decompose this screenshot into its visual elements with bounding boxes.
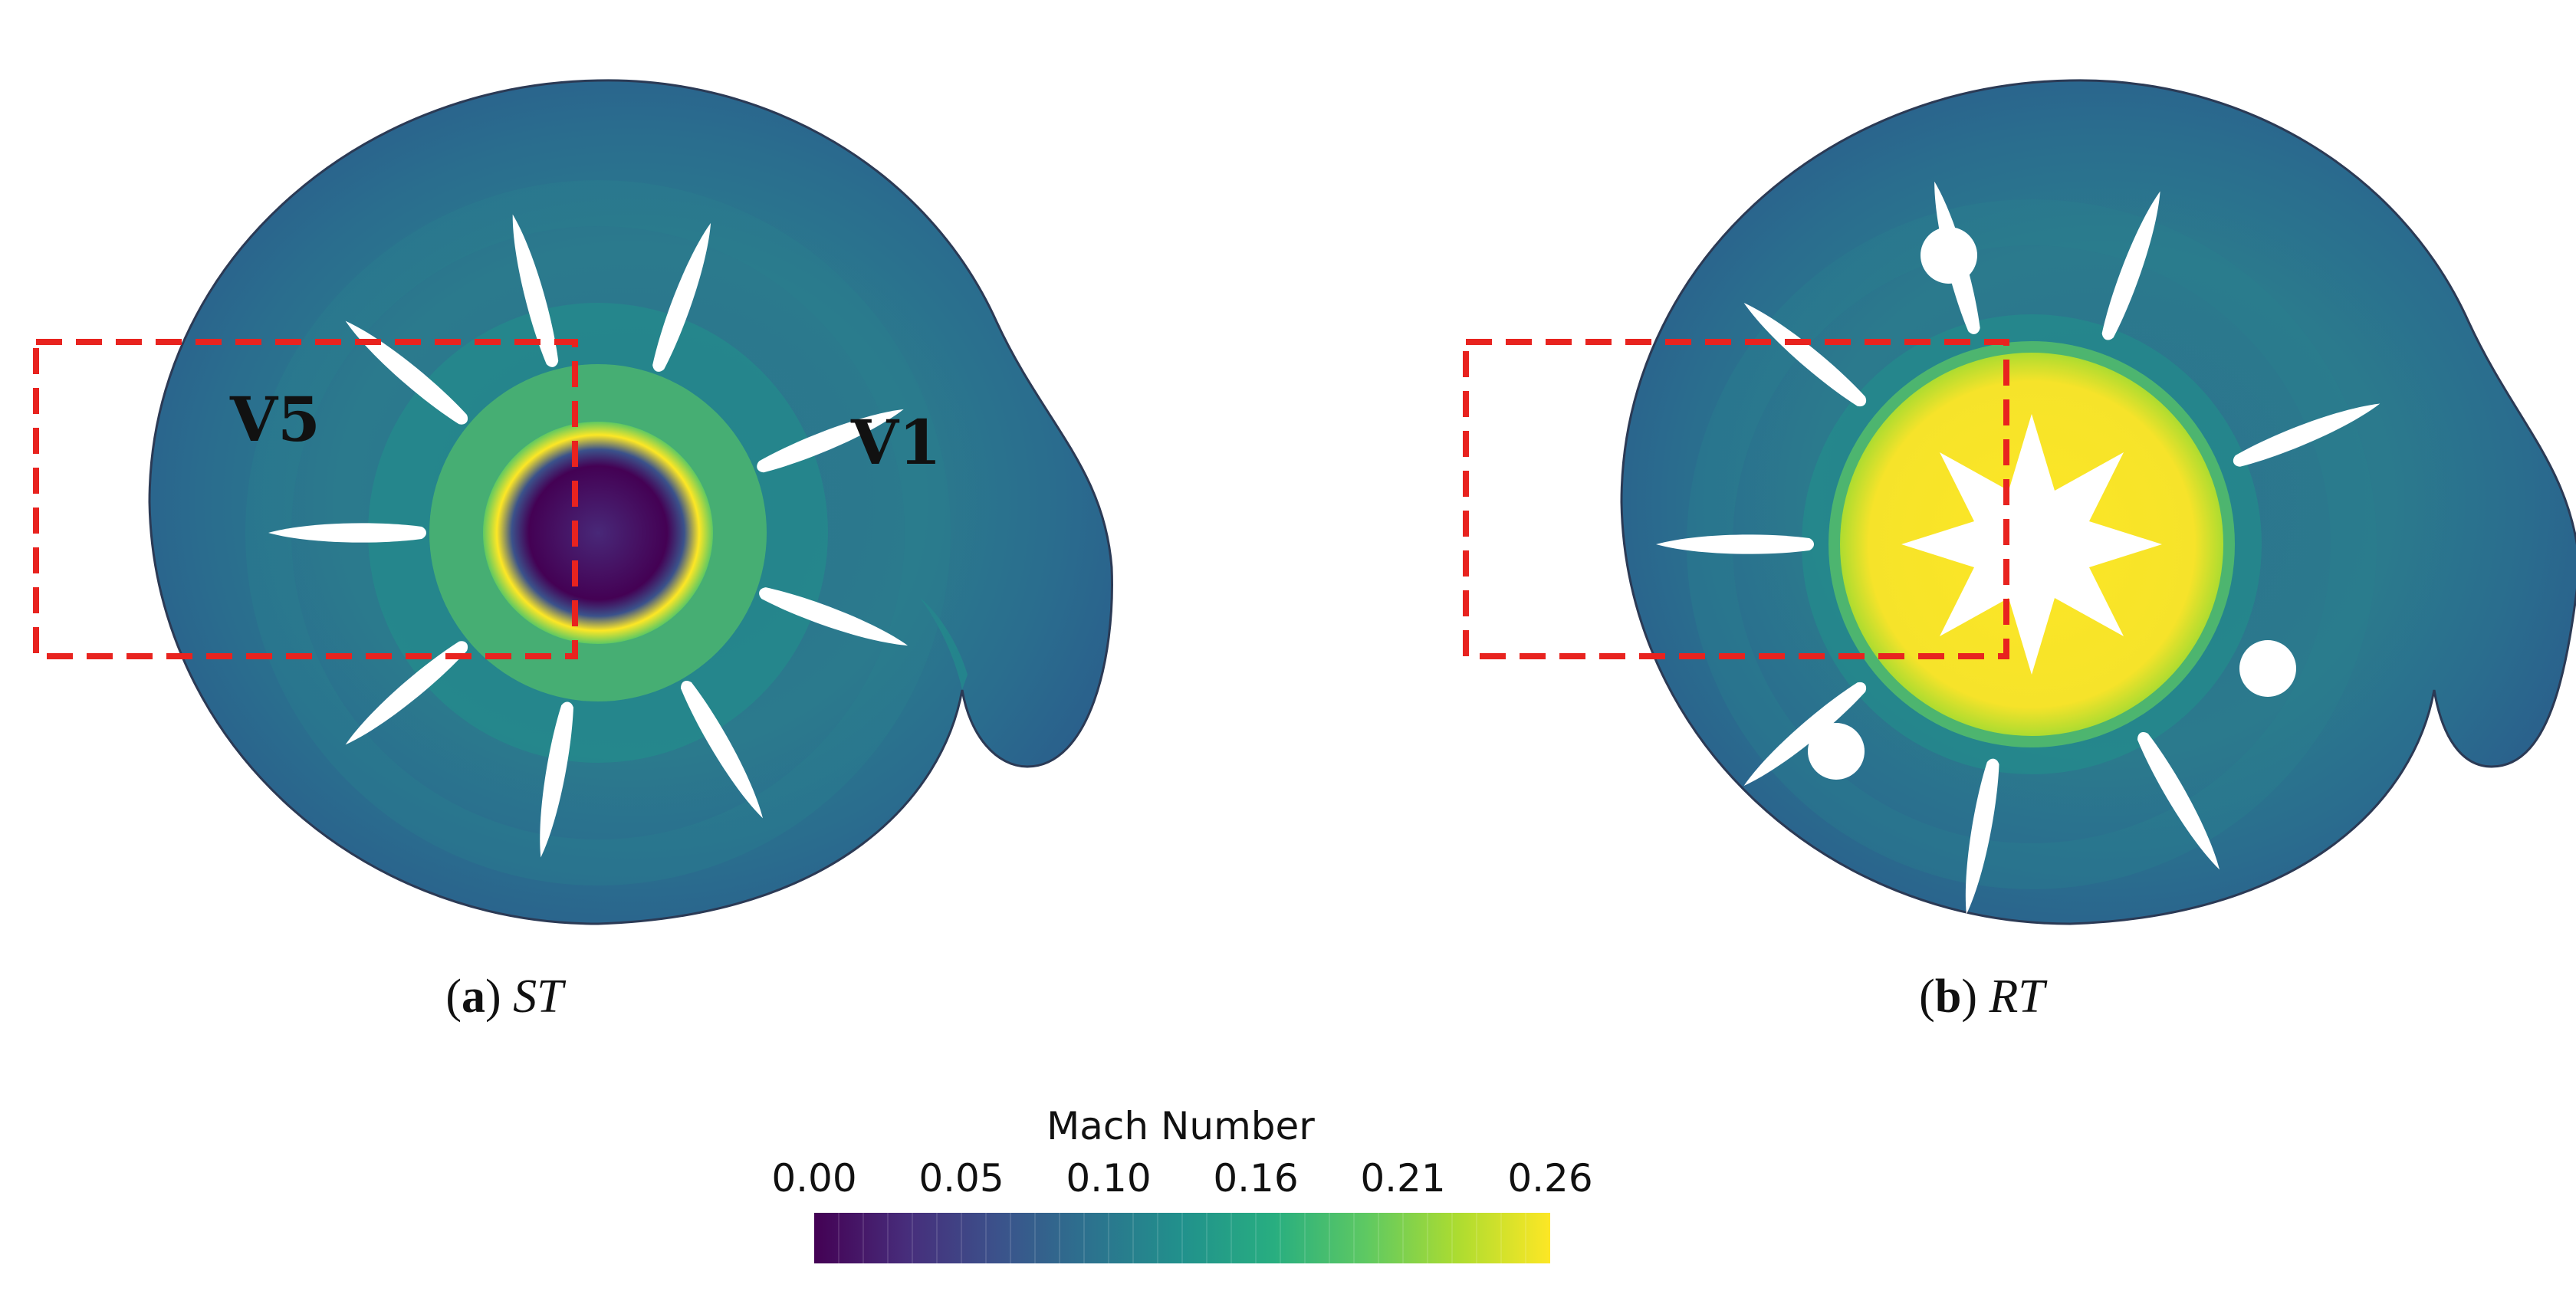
colorbar-bands [838,1213,1526,1263]
panel-a-highlight-box [33,339,578,659]
caption-b: (b) RT [1919,971,2045,1023]
caption-b-letter: b [1934,971,1962,1023]
vane-label-v5: V5 [230,383,320,455]
caption-a-label: ST [513,971,564,1023]
colorbar [814,1213,1550,1263]
panel-b-rotor-star [1901,414,2162,675]
colorbar-tick-5: 0.26 [1507,1156,1593,1201]
colorbar-tick-1: 0.05 [918,1156,1004,1201]
colorbar-tick-2: 0.10 [1066,1156,1152,1201]
colorbar-tick-4: 0.21 [1360,1156,1446,1201]
panel-b-field [1463,79,2576,925]
panel-a-field [33,79,1113,925]
panel-b-pillar-2 [2239,640,2296,697]
caption-b-label: RT [1989,971,2045,1023]
caption-a-letter: a [462,971,485,1023]
panel-b-pillar-3 [1808,723,1865,780]
colorbar-tick-0: 0.00 [771,1156,857,1201]
panel-b-highlight-box [1463,339,2009,659]
panel-b-pillar-1 [1921,227,1977,284]
caption-a: (a) ST [445,971,564,1023]
colorbar-title: Mach Number [1046,1104,1315,1148]
vane-label-v1: V1 [851,406,941,478]
colorbar-tick-3: 0.16 [1213,1156,1299,1201]
